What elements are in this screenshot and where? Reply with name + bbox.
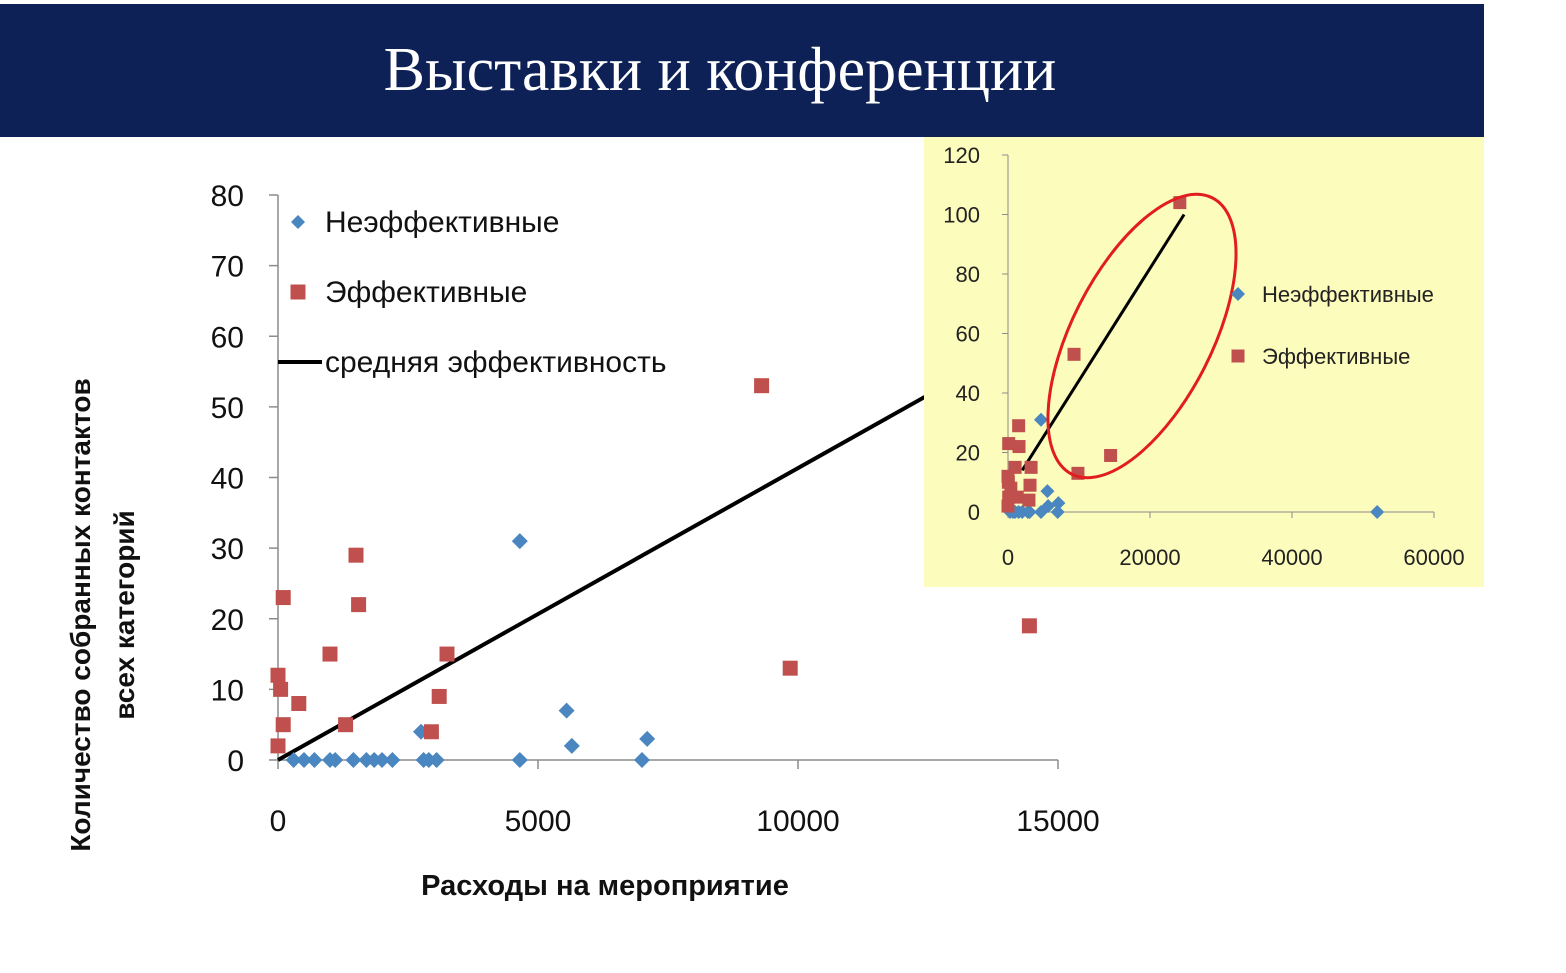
inset-ineffective-point [1041,499,1056,514]
ineffective-point [306,752,323,768]
inset-ineffective-point [1040,484,1055,499]
inset-legend-ineffective-label: Неэффективные [1262,282,1434,307]
inset-effective-point [1067,347,1081,361]
legend-effective-marker [290,284,306,300]
x-tick-label: 0 [270,805,287,838]
inset-y-tick-label: 20 [956,441,980,466]
effective-point [423,724,439,740]
inset-y-tick-label: 0 [968,500,980,525]
inset-x-tick-label: 20000 [1119,545,1180,570]
y-tick-label: 20 [211,604,244,637]
x-tick-label: 5000 [505,805,572,838]
inset-effective-point [1023,478,1037,492]
y-tick-label: 30 [211,533,244,566]
effective-point [275,590,291,606]
inset-ineffective-point [1034,505,1049,519]
legend-ineffective-marker [291,215,305,229]
inset-y-tick-label: 100 [943,203,980,228]
y-axis-label-line: всех категорий [109,510,140,719]
y-axis-label: Количество собранных контактов всех катег… [65,378,140,851]
effective-point [439,646,455,662]
y-tick-label: 60 [211,321,244,354]
legend-effective-label: Эффективные [325,276,527,309]
ineffective-point [327,752,344,768]
inset-ineffective-point [1050,505,1065,519]
y-tick-label: 40 [211,463,244,496]
inset-y-tick-label: 40 [956,381,980,406]
y-tick-label: 0 [227,745,244,778]
inset-effective-point [1008,460,1022,474]
ineffective-point [296,752,312,768]
inset-effective-point [1012,419,1026,433]
inset-y-tick-label: 120 [943,143,980,168]
inset-legend-effective-marker [1231,349,1245,363]
highlight-ellipse [1046,192,1238,480]
inset-ineffective-point [1051,496,1066,511]
inset-effective-point [1104,448,1118,462]
x-axis-label: Расходы на мероприятие [421,870,789,902]
ineffective-point [384,752,401,768]
ineffective-point [563,737,580,754]
inset-legend-effective-label: Эффективные [1262,344,1410,369]
inset-effective-point [1024,460,1038,474]
ineffective-point [511,533,528,550]
inset-effective-point [1022,493,1036,507]
inset-y-tick-label: 60 [956,322,980,347]
effective-point [273,681,289,697]
inset-effective-point [1002,437,1016,451]
y-tick-label: 80 [211,180,244,213]
effective-point [1021,618,1037,634]
inset-x-tick-label: 0 [1002,545,1014,570]
y-tick-label: 50 [211,392,244,425]
ineffective-point [639,730,656,747]
effective-point [351,597,367,613]
inset-ineffective-point [1370,505,1385,519]
effective-point [270,738,286,754]
inset-scatter-chart: 0 20 40 60 80 100 120 0 20000 40000 60000 Неэффекти… [924,137,1484,587]
inset-effective-point [1012,440,1026,454]
inset-x-tick-label: 60000 [1403,545,1464,570]
effective-point [291,696,307,711]
legend-avg-line-label: средняя эффективность [325,346,666,379]
title-bar: Выставки и конференции [0,4,1484,137]
effective-point [782,660,798,676]
x-tick-label: 10000 [756,805,839,838]
effective-point [348,547,364,563]
effective-point [754,378,770,394]
y-tick-label: 70 [211,251,244,284]
inset-ineffective-point [1034,412,1049,427]
effective-point [275,717,291,733]
y-tick-label: 10 [211,674,244,707]
inset-effective-point [1010,490,1024,504]
inset-x-tick-label: 40000 [1261,545,1322,570]
ineffective-point [511,752,528,768]
x-tick-label: 15000 [1016,805,1099,838]
inset-y-tick-label: 80 [956,262,980,287]
y-axis-label-line: Количество собранных контактов [65,378,96,851]
legend-ineffective-label: Неэффективные [325,206,559,239]
ineffective-point [428,752,445,768]
ineffective-point [634,752,650,768]
inset-legend-ineffective-marker [1231,287,1245,301]
ineffective-point [558,702,575,719]
inset-ineffective-point [1022,505,1037,519]
ineffective-point [285,752,302,768]
slide-title: Выставки и конференции [383,36,1057,104]
ineffective-point [345,752,362,768]
effective-point [322,646,338,662]
effective-point [338,717,354,733]
effective-point [270,667,286,683]
effective-point [431,688,447,704]
ineffective-point [374,752,390,768]
